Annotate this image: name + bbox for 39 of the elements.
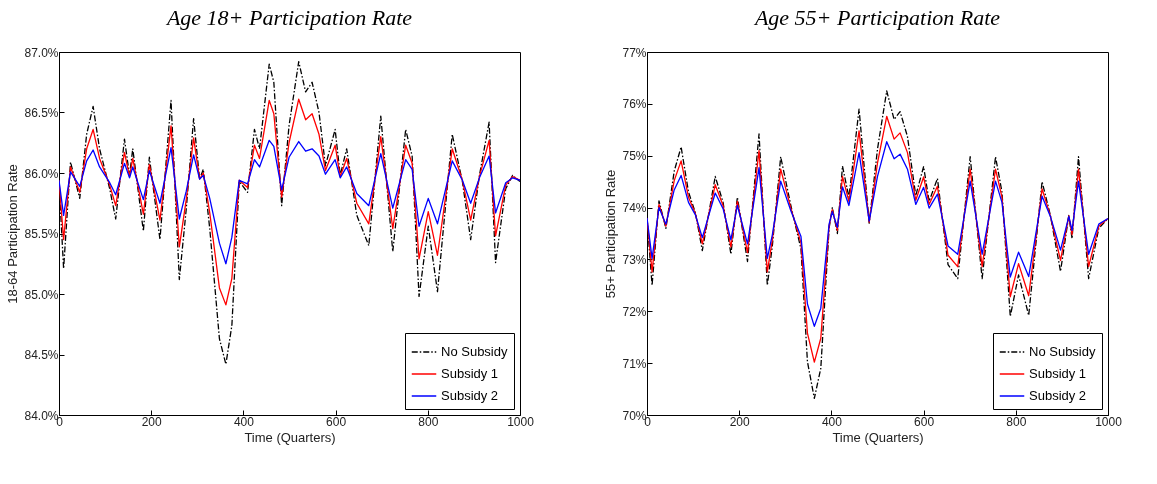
- x-tick-label: 600: [914, 414, 935, 429]
- y-tick-label: 86.0%: [24, 166, 59, 181]
- legend-label: Subsidy 2: [441, 388, 499, 403]
- x-tick-label: 400: [821, 414, 843, 429]
- chart-title: Age 55+ Participation Rate: [752, 5, 1001, 30]
- chart-title: Age 18+ Participation Rate: [164, 5, 413, 30]
- y-tick-label: 87.0%: [24, 45, 59, 60]
- y-axis-title: 18-64 Participation Rate: [5, 164, 21, 304]
- y-tick-label: 74%: [622, 201, 647, 216]
- y-tick-label: 75%: [622, 149, 647, 164]
- x-axis-title: Time (Quarters): [832, 429, 924, 445]
- x-tick-label: 600: [326, 414, 347, 429]
- legend-label: No Subsidy: [1029, 344, 1096, 359]
- x-tick-label: 200: [141, 414, 163, 429]
- x-tick-label: 200: [729, 414, 751, 429]
- legend-label: Subsidy 2: [1029, 388, 1087, 403]
- line-series: [647, 115, 1108, 363]
- y-tick-label: 76%: [622, 97, 647, 112]
- y-tick-label: 77%: [622, 45, 647, 60]
- x-tick-label: 1000: [507, 414, 535, 429]
- line-series: [59, 98, 520, 306]
- y-tick-label: 85.0%: [24, 287, 59, 302]
- y-tick-label: 84.5%: [24, 348, 59, 362]
- legend-label: No Subsidy: [441, 344, 508, 359]
- y-tick-label: 71%: [622, 356, 647, 371]
- y-tick-label: 73%: [622, 252, 647, 267]
- legend-label: Subsidy 1: [1029, 366, 1087, 381]
- y-axis-title: 55+ Participation Rate: [603, 169, 619, 299]
- y-tick-label: 86.5%: [24, 106, 59, 120]
- line-series: [59, 139, 520, 265]
- x-axis-title: Time (Quarters): [244, 429, 336, 445]
- y-tick-label: 72%: [622, 304, 647, 319]
- x-tick-label: 400: [233, 414, 255, 429]
- legend-label: Subsidy 1: [441, 366, 499, 381]
- y-tick-label: 85.5%: [24, 227, 59, 241]
- x-tick-label: 800: [418, 414, 439, 429]
- x-tick-label: 800: [1006, 414, 1027, 429]
- x-tick-label: 1000: [1095, 414, 1123, 429]
- line-series: [647, 141, 1108, 327]
